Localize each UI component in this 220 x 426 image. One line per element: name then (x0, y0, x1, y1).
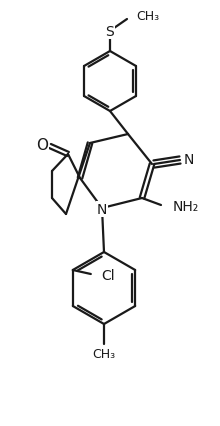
Text: CH₃: CH₃ (136, 9, 159, 23)
Text: O: O (36, 137, 48, 152)
Text: N: N (97, 202, 107, 216)
Text: S: S (106, 25, 114, 39)
Text: CH₃: CH₃ (92, 348, 116, 361)
Text: N: N (184, 153, 194, 167)
Text: Cl: Cl (101, 268, 114, 282)
Text: NH₂: NH₂ (173, 199, 199, 213)
